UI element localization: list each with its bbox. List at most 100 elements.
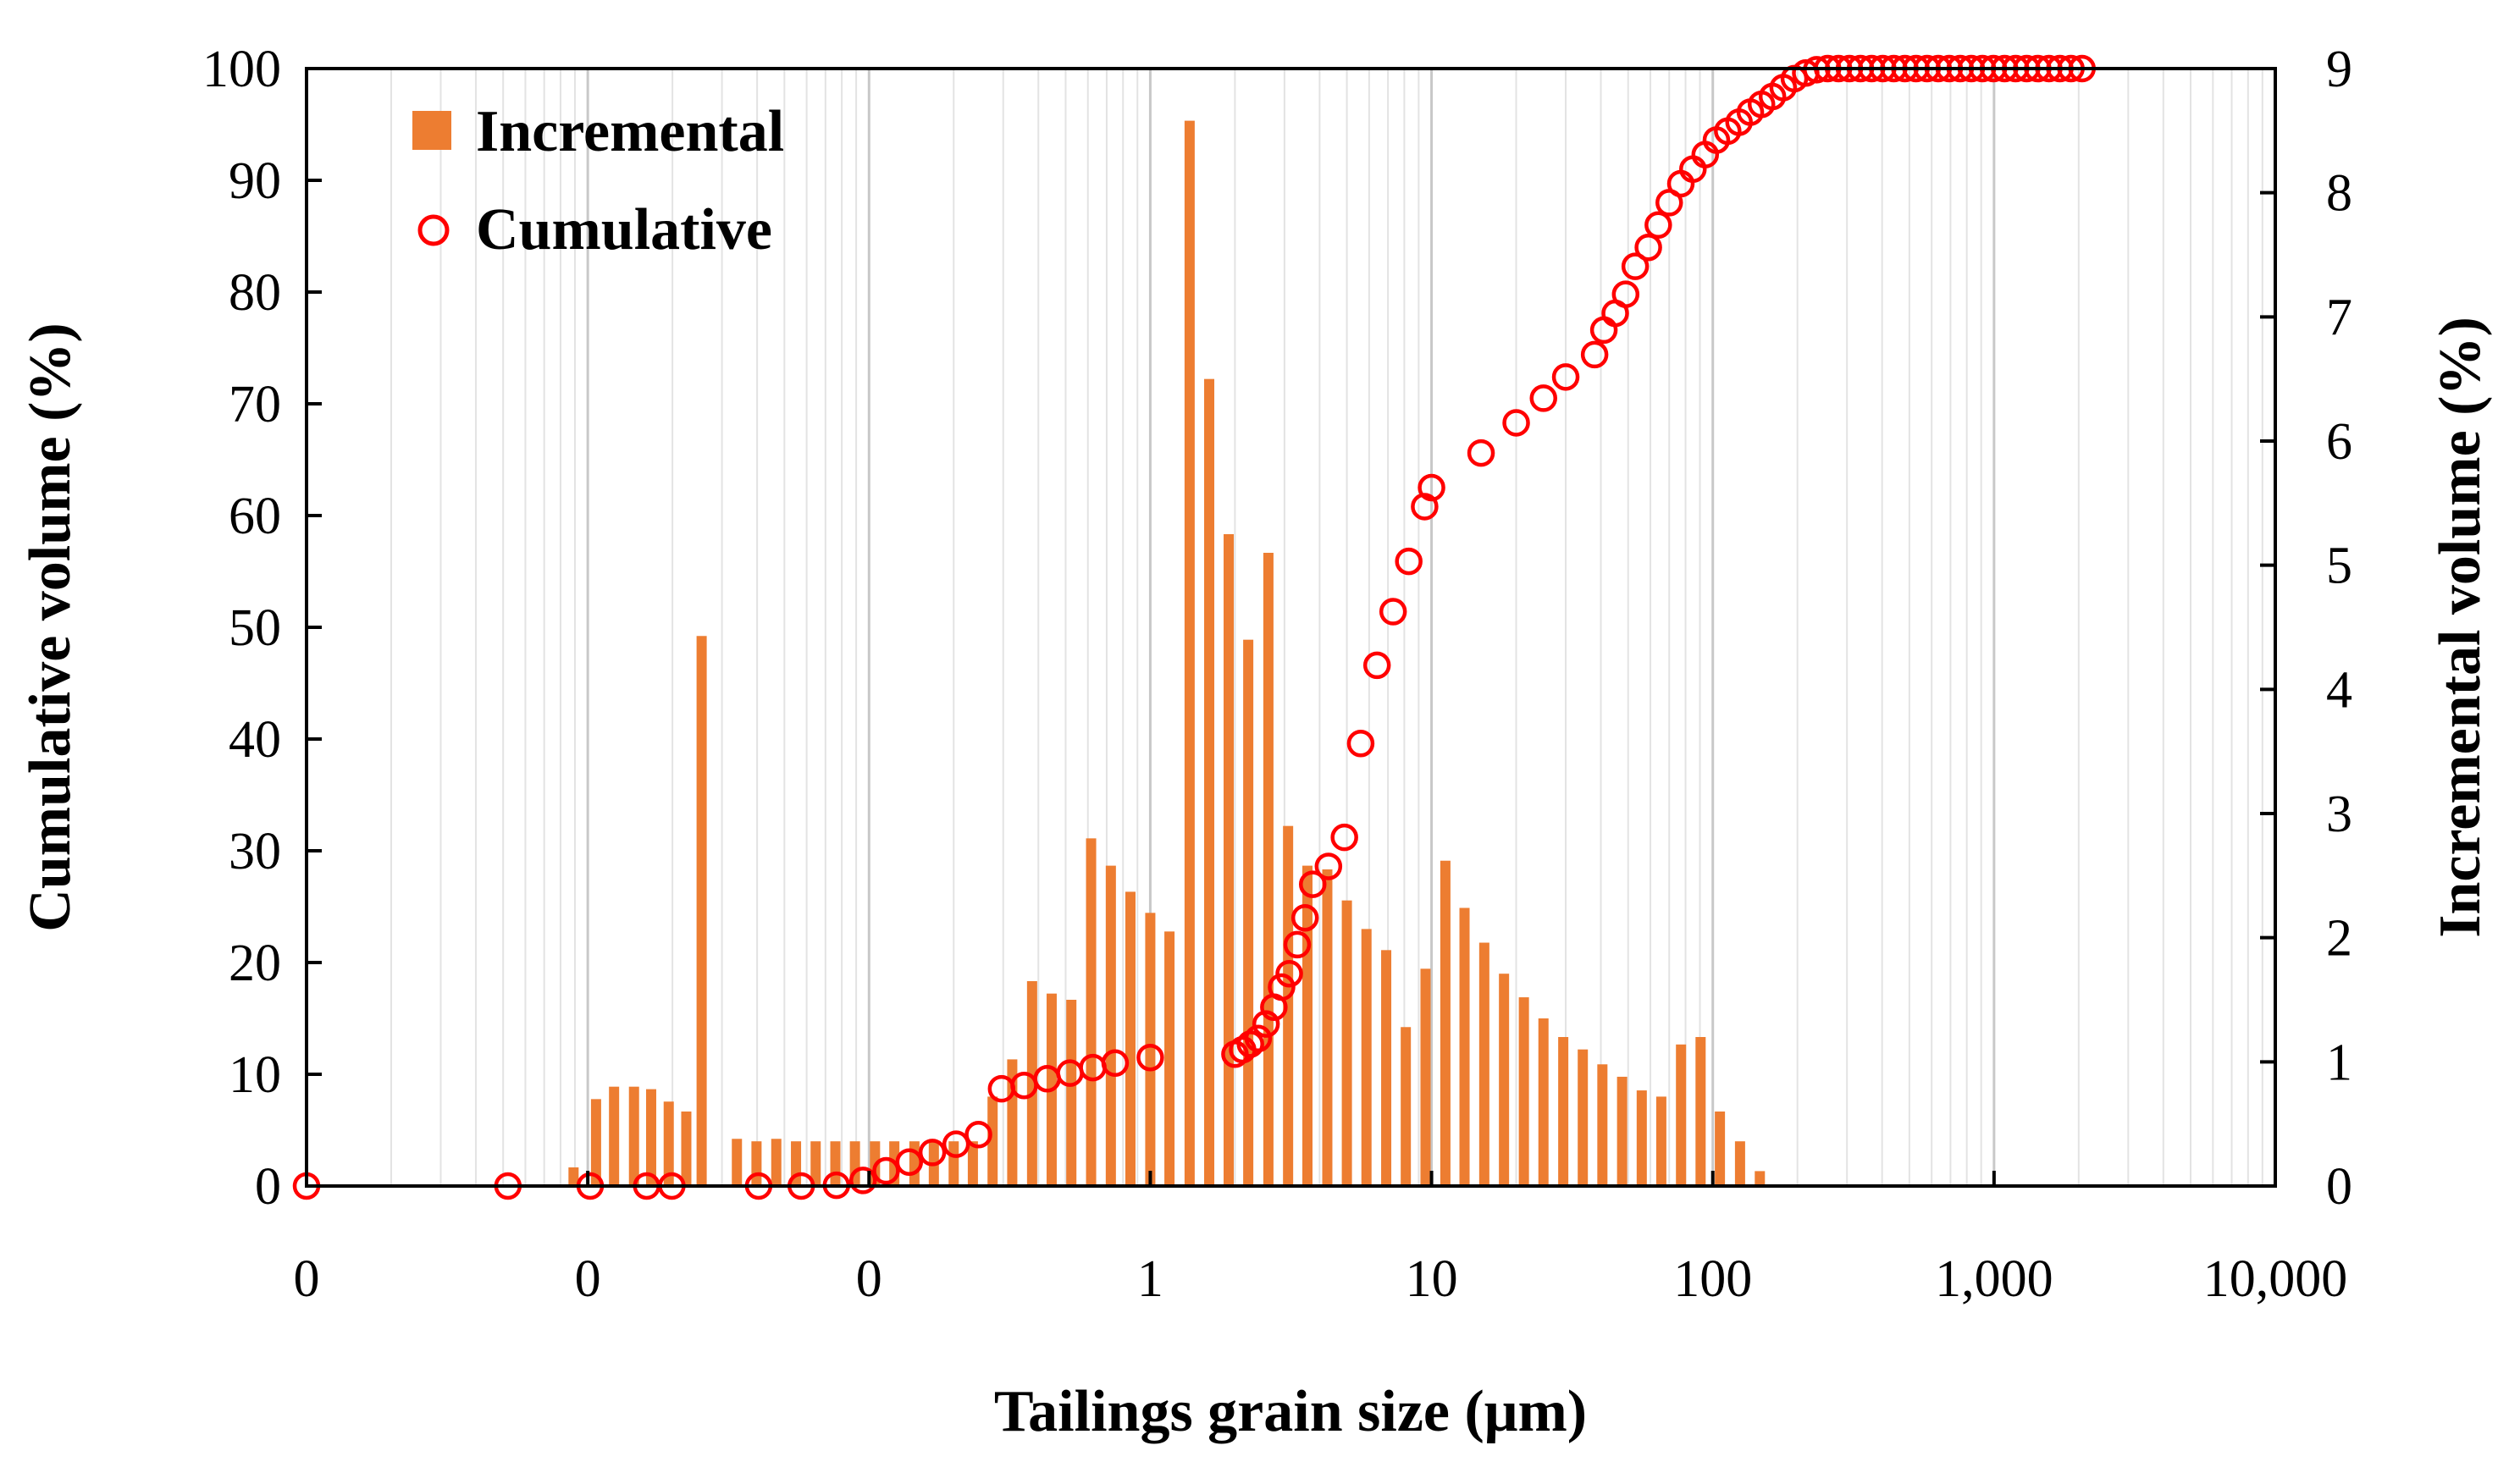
incremental-bar bbox=[1322, 869, 1333, 1186]
right-y-axis-title: Incremental volume (%) bbox=[2428, 317, 2493, 938]
cumulative-point bbox=[1290, 903, 1319, 932]
incremental-bar bbox=[568, 1167, 579, 1186]
cumulative-point bbox=[1551, 363, 1580, 391]
right-y-axis: 0 1 2 3 4 5 6 7 8 9 bbox=[2260, 41, 2352, 1216]
incremental-bar bbox=[1597, 1064, 1608, 1186]
right-y-tick-label: 6 bbox=[2326, 413, 2352, 471]
right-y-tick-label: 4 bbox=[2326, 661, 2352, 719]
incremental-bar bbox=[1655, 1096, 1666, 1186]
incremental-bar bbox=[1224, 534, 1235, 1186]
right-y-tick-label: 9 bbox=[2326, 41, 2352, 98]
incremental-bar bbox=[1499, 974, 1510, 1186]
x-tick-label: 10,000 bbox=[2203, 1250, 2348, 1308]
cumulative-point bbox=[1136, 1043, 1164, 1072]
left-y-tick-label: 80 bbox=[229, 264, 281, 322]
cumulative-point bbox=[918, 1139, 947, 1167]
x-axis: 0 0 0 1 10 100 1,000 10,000 bbox=[294, 1171, 2348, 1308]
cumulative-point bbox=[848, 1167, 877, 1194]
cumulative-point bbox=[1346, 730, 1375, 758]
incremental-bar bbox=[628, 1086, 639, 1186]
legend-incremental-label: Incremental bbox=[476, 99, 784, 164]
legend: Incremental Cumulative bbox=[412, 99, 784, 262]
x-axis-title: Tailings grain size (μm) bbox=[994, 1379, 1587, 1444]
legend-cumulative-label: Cumulative bbox=[476, 197, 772, 262]
cumulative-point bbox=[1275, 959, 1303, 988]
incremental-bar bbox=[681, 1112, 692, 1186]
incremental-bar bbox=[732, 1139, 743, 1186]
cumulative-point bbox=[1634, 233, 1662, 262]
incremental-bar bbox=[1636, 1090, 1647, 1186]
incremental-bar bbox=[1538, 1018, 1549, 1186]
incremental-bar bbox=[609, 1086, 620, 1186]
right-y-tick-label: 0 bbox=[2326, 1158, 2352, 1216]
incremental-bar bbox=[1478, 942, 1489, 1186]
cumulative-point bbox=[1621, 252, 1650, 280]
cumulative-point bbox=[895, 1148, 924, 1177]
x-tick-label: 0 bbox=[575, 1250, 601, 1308]
cumulative-point bbox=[1418, 473, 1445, 502]
incremental-bar bbox=[645, 1089, 656, 1186]
incremental-bar bbox=[967, 1141, 978, 1186]
incremental-bar bbox=[948, 1141, 959, 1186]
incremental-bar bbox=[1243, 639, 1254, 1186]
left-y-tick-label: 20 bbox=[229, 935, 281, 992]
incremental-bar bbox=[909, 1141, 920, 1186]
incremental-bar bbox=[1066, 1000, 1077, 1186]
x-tick-label: 10 bbox=[1406, 1250, 1458, 1308]
incremental-bar bbox=[1715, 1112, 1726, 1186]
right-y-tick-label: 5 bbox=[2326, 538, 2352, 595]
cumulative-point bbox=[1379, 598, 1407, 626]
incremental-bar bbox=[1676, 1044, 1687, 1186]
incremental-bar bbox=[663, 1101, 674, 1186]
incremental-bar bbox=[1145, 913, 1156, 1186]
incremental-bar bbox=[1440, 860, 1451, 1186]
incremental-bar bbox=[1381, 950, 1392, 1186]
cumulative-point bbox=[872, 1156, 900, 1185]
incremental-bar bbox=[830, 1141, 841, 1186]
cumulative-point bbox=[964, 1121, 992, 1149]
x-tick-label: 1,000 bbox=[1935, 1250, 2053, 1308]
left-y-tick-label: 10 bbox=[229, 1046, 281, 1104]
cumulative-point bbox=[1362, 651, 1391, 680]
legend-incremental-swatch bbox=[412, 111, 451, 150]
gridlines bbox=[305, 69, 2277, 1186]
incremental-bar bbox=[1283, 825, 1294, 1186]
cumulative-point bbox=[1268, 973, 1296, 1001]
incremental-bar bbox=[1734, 1141, 1745, 1186]
incremental-bar bbox=[987, 1096, 998, 1186]
left-y-tick-label: 0 bbox=[255, 1158, 281, 1216]
left-y-tick-label: 90 bbox=[229, 152, 281, 210]
left-y-tick-label: 100 bbox=[202, 41, 281, 98]
incremental-bar bbox=[696, 636, 707, 1186]
left-y-tick-label: 60 bbox=[229, 488, 281, 545]
incremental-bar bbox=[1616, 1076, 1628, 1186]
incremental-bar bbox=[1204, 378, 1215, 1187]
cumulative-point bbox=[1283, 930, 1312, 959]
left-y-tick-label: 50 bbox=[229, 599, 281, 657]
incremental-bar bbox=[1341, 900, 1352, 1186]
cumulative-point bbox=[1467, 439, 1495, 467]
right-y-tick-label: 3 bbox=[2326, 786, 2352, 843]
incremental-bar bbox=[751, 1141, 762, 1186]
incremental-bar bbox=[1518, 997, 1529, 1186]
cumulative-point bbox=[1395, 547, 1423, 576]
x-tick-label: 100 bbox=[1673, 1250, 1752, 1308]
right-y-tick-label: 7 bbox=[2326, 289, 2352, 346]
incremental-bar bbox=[1420, 968, 1431, 1186]
incremental-bar bbox=[1578, 1049, 1589, 1186]
cumulative-point bbox=[1411, 493, 1439, 521]
cumulative-point bbox=[1330, 823, 1358, 852]
cumulative-point bbox=[1580, 340, 1609, 369]
incremental-bar bbox=[1361, 929, 1372, 1186]
incremental-bar bbox=[1558, 1037, 1569, 1186]
incremental-bar bbox=[1401, 1027, 1412, 1186]
cumulative-point bbox=[942, 1130, 970, 1158]
incremental-bar bbox=[1301, 865, 1313, 1186]
incremental-bar bbox=[771, 1139, 782, 1186]
left-y-axis: 0 10 20 30 40 50 60 70 80 90 100 bbox=[202, 41, 322, 1216]
incremental-bar bbox=[1755, 1171, 1766, 1186]
left-y-axis-title: Cumulative volume (%) bbox=[18, 323, 83, 931]
legend-cumulative-marker bbox=[417, 214, 450, 246]
incremental-bar bbox=[1026, 981, 1037, 1186]
